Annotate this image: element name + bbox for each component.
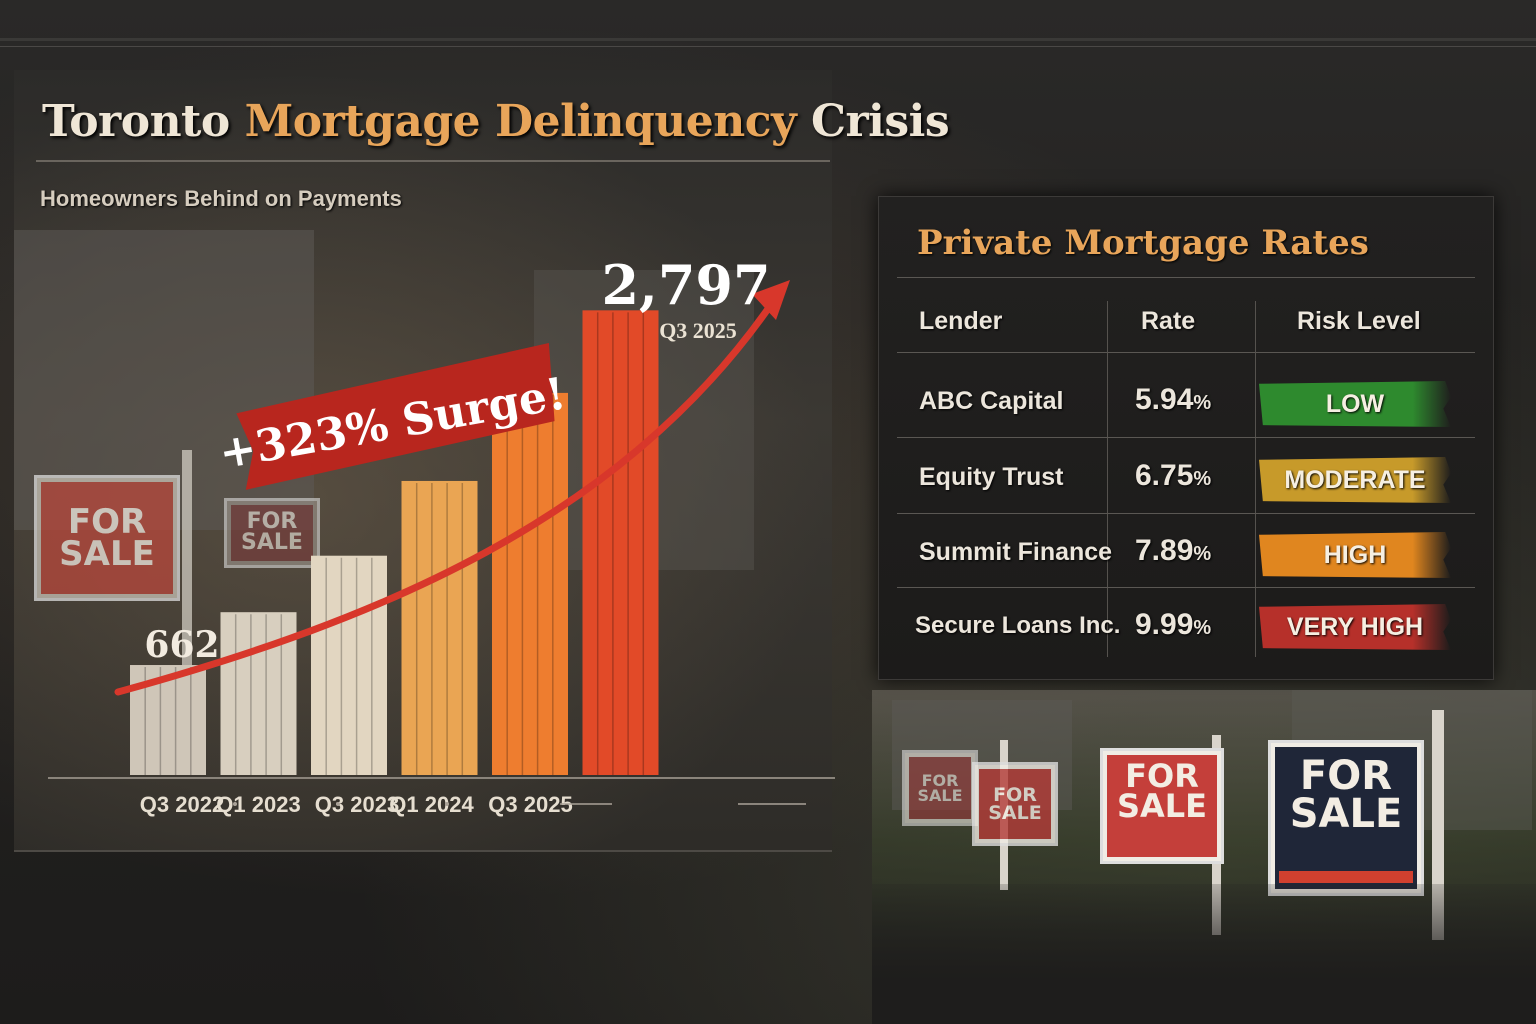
rate-unit: % [1193,617,1212,639]
bar [311,555,387,775]
bar [401,480,478,775]
sign-text-for: FOR [921,770,959,790]
for-sale-sign: FOR SALE [1268,740,1424,896]
bar [492,392,568,775]
page-title: Toronto Mortgage Delinquency Crisis [42,96,950,147]
x-tick-label: Q3 2023 [315,792,399,817]
rates-table-panel: Private Mortgage Rates Lender Rate Risk … [878,196,1494,680]
header-risk-level: Risk Level [1297,307,1421,335]
risk-badge-very-high: VERY HIGH [1259,604,1451,650]
data-label-peak-period: Q3 2025 [659,318,737,343]
top-border [0,38,1536,41]
tick-separator-dot [233,802,237,806]
table-row-rate: 6.75% [1135,459,1211,493]
sign-text-for: FOR [993,783,1037,806]
table-row-lender: Summit Finance [919,538,1113,566]
sign-stripe [1279,871,1413,883]
table-title-divider [897,277,1475,278]
rate-unit: % [1193,468,1212,490]
bar-group [130,665,206,775]
sign-text-sale: SALE [988,802,1042,824]
road [872,884,1536,1024]
table-row-lender: ABC Capital [919,387,1064,415]
title-divider [36,160,830,162]
header-lender: Lender [919,307,1003,335]
title-part-3: Crisis [810,96,950,147]
street-scene: FOR SALE FOR SALE FOR SALE FOR SALE [872,690,1536,1024]
data-label-first: 662 [144,624,219,666]
sign-post-left [182,450,192,720]
for-sale-sign: FOR SALE [1100,748,1224,864]
sign-text-for: FOR [246,509,298,535]
risk-badge-moderate: MODERATE [1259,457,1451,503]
title-part-2: Mortgage Delinquency [244,96,797,147]
table-row-rate: 9.99% [1135,608,1211,642]
sign-text-sale: SALE [1116,787,1208,826]
for-sale-sign: FOR SALE [972,762,1058,846]
table-row-rate: 7.89% [1135,534,1211,568]
bar [130,665,206,775]
bar-group [492,392,568,775]
for-sale-sign-left: FOR SALE [34,475,180,601]
bar-group [311,555,387,775]
top-border-thin [0,46,1536,47]
for-sale-sign: FOR SALE [902,750,978,826]
x-tick-label: Q1 2023 [216,792,300,817]
tick-separator-dot [445,802,449,806]
tick-separator-dot [336,802,340,806]
bar [582,310,659,775]
chart-subtitle: Homeowners Behind on Payments [40,186,402,211]
column-separator [1107,301,1108,657]
rate-value: 7.89 [1135,534,1194,567]
risk-badge-high: HIGH [1259,532,1451,578]
for-sale-sign-mid: FOR SALE [224,498,320,568]
sign-text-sale: SALE [917,786,963,805]
bar-group [401,480,478,775]
sign-text-for: FOR [1125,757,1199,795]
rate-unit: % [1193,543,1212,565]
risk-badge-low: LOW [1259,381,1451,427]
title-part-1: Toronto [42,96,230,147]
sign-text-sale: SALE [241,530,303,555]
header-divider [897,352,1475,353]
table-row-rate: 5.94% [1135,383,1211,417]
table-row-lender: Equity Trust [919,463,1064,491]
data-label-peak: 2,797 [601,253,770,317]
sign-text-for: FOR [67,501,147,542]
table-row-lender: Secure Loans Inc. [915,612,1121,639]
row-divider [897,513,1475,514]
x-tick-label: Q3 2025 [488,792,572,817]
x-tick-label: Q1 2024 [389,792,474,817]
rate-value: 6.75 [1135,459,1194,492]
sign-post [1432,710,1444,940]
row-divider [897,437,1475,438]
trend-arrow-line [114,302,774,696]
rate-unit: % [1193,392,1212,414]
surge-banner-shape [236,342,555,490]
sign-text-sale: SALE [59,534,155,574]
x-tick-label: Q3 2022 [140,792,224,817]
table-title: Private Mortgage Rates [917,223,1369,263]
row-divider [897,587,1475,588]
sign-text-sale: SALE [1289,791,1403,837]
column-separator [1255,301,1256,657]
rate-value: 9.99 [1135,608,1194,641]
trend-arrowhead [752,280,790,320]
rate-value: 5.94 [1135,383,1194,416]
header-rate: Rate [1141,307,1196,335]
sign-text-for: FOR [1299,753,1393,799]
bar-group [582,310,659,775]
